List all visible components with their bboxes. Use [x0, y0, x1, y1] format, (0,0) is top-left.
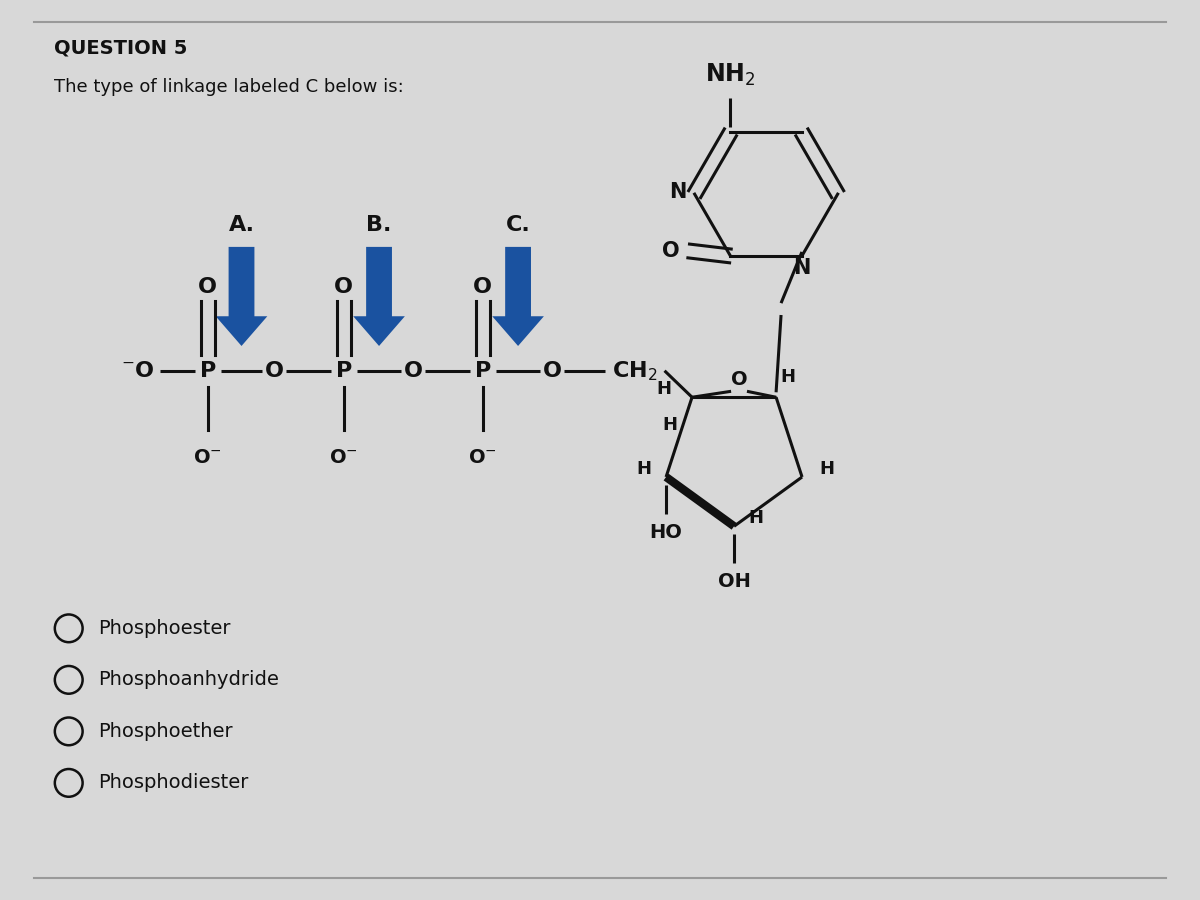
Text: Phosphoanhydride: Phosphoanhydride — [98, 670, 280, 689]
Text: QUESTION 5: QUESTION 5 — [54, 39, 187, 58]
Polygon shape — [353, 247, 404, 346]
Text: H: H — [749, 509, 763, 527]
Text: Phosphodiester: Phosphodiester — [98, 773, 248, 792]
Text: $^{-}$O: $^{-}$O — [121, 361, 155, 381]
Text: O: O — [662, 241, 679, 261]
Text: H: H — [820, 460, 834, 478]
Text: Phosphoether: Phosphoether — [98, 722, 233, 741]
Text: O$^{-}$: O$^{-}$ — [330, 448, 358, 467]
Text: N: N — [793, 258, 810, 278]
Text: P: P — [475, 361, 491, 381]
Text: H: H — [637, 460, 652, 478]
Text: O: O — [542, 361, 562, 381]
Text: A.: A. — [228, 215, 254, 235]
Text: P: P — [199, 361, 216, 381]
Text: C.: C. — [505, 215, 530, 235]
Text: O: O — [404, 361, 422, 381]
Text: O: O — [198, 276, 217, 296]
Text: HO: HO — [649, 523, 683, 542]
Text: O: O — [473, 276, 492, 296]
Text: Phosphoester: Phosphoester — [98, 619, 232, 638]
Text: O$^{-}$: O$^{-}$ — [193, 448, 222, 467]
Text: CH$_2$: CH$_2$ — [612, 359, 658, 382]
Text: N: N — [670, 182, 686, 202]
Text: NH$_2$: NH$_2$ — [706, 61, 756, 88]
Text: OH: OH — [718, 572, 750, 591]
Text: H: H — [662, 416, 678, 434]
Text: O$^{-}$: O$^{-}$ — [468, 448, 497, 467]
Text: O: O — [335, 276, 353, 296]
Polygon shape — [492, 247, 544, 346]
Text: The type of linkage labeled C below is:: The type of linkage labeled C below is: — [54, 78, 403, 96]
Text: H: H — [656, 381, 672, 399]
Text: H: H — [780, 368, 796, 386]
Polygon shape — [216, 247, 268, 346]
Text: P: P — [336, 361, 352, 381]
Text: B.: B. — [366, 215, 391, 235]
Text: O: O — [265, 361, 283, 381]
Text: O: O — [731, 370, 748, 389]
